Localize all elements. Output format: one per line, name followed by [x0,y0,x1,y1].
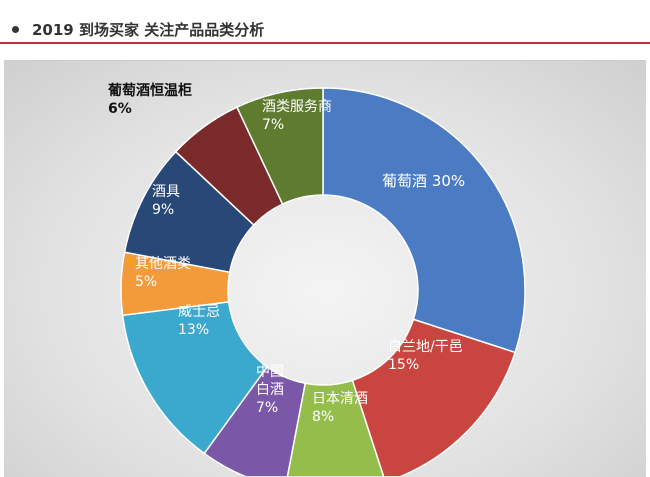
slice-label-0: 葡萄酒 30% [382,172,465,190]
slice-name: 葡萄酒恒温柜 [108,83,192,99]
slice-value: 6% [108,101,132,117]
slice-value: 7% [256,400,279,416]
slice-label-1: 白兰地/干邑 15% [388,338,463,374]
slice-label-4: 威士忌 13% [178,303,220,339]
slice-label-3: 中国白酒 7% [256,363,286,417]
slice-value: 5% [135,274,158,290]
slice-value: 13% [178,322,210,338]
slice-name: 日本清酒 [312,391,368,407]
header: 2019 到场买家 关注产品品类分析 [0,0,650,44]
slice-label-6: 酒具 9% [152,183,180,219]
slice-1 [351,318,517,476]
slice-name: 葡萄酒 [382,172,428,190]
slice-value: 30% [431,172,466,190]
bullet-icon [12,26,19,33]
slice-value: 15% [388,357,420,373]
slice-label-7: 葡萄酒恒温柜 6% [108,82,192,118]
slice-name: 酒类服务商 [262,99,332,115]
slice-value: 7% [262,117,285,133]
slice-name: 酒具 [152,184,180,200]
slice-0 [322,87,526,354]
slice-value: 9% [152,202,175,218]
slice-name: 中国白酒 [256,364,284,398]
slice-2 [286,379,385,476]
slice-label-5: 其他酒类 5% [135,255,191,291]
header-divider [0,42,650,44]
slice-name: 其他酒类 [135,256,191,272]
page-title: 2019 到场买家 关注产品品类分析 [32,21,265,39]
slice-8 [235,87,324,206]
slice-name: 白兰地/干邑 [388,339,463,355]
slice-value: 8% [312,409,335,425]
slice-name: 威士忌 [178,304,220,320]
slice-label-8: 酒类服务商 7% [262,98,332,134]
slice-label-2: 日本清酒 8% [312,390,368,426]
